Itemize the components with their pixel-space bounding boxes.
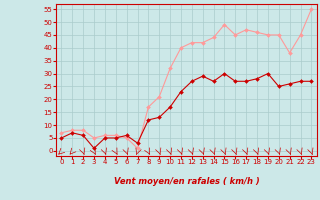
X-axis label: Vent moyen/en rafales ( km/h ): Vent moyen/en rafales ( km/h ): [114, 177, 259, 186]
